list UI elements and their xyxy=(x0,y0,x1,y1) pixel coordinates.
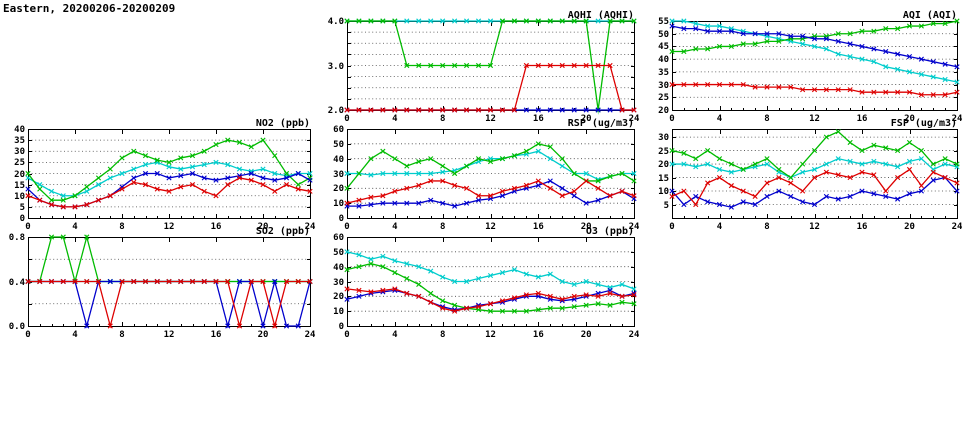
chart-aqi xyxy=(646,8,963,126)
chart-rsp xyxy=(321,116,640,234)
page-title: Eastern, 20200206-20200209 xyxy=(3,2,176,15)
chart-o3 xyxy=(321,224,640,342)
chart-aqhi xyxy=(321,8,640,126)
chart-fsp xyxy=(646,116,963,234)
chart-no2 xyxy=(2,116,316,234)
chart-so2 xyxy=(2,224,316,342)
